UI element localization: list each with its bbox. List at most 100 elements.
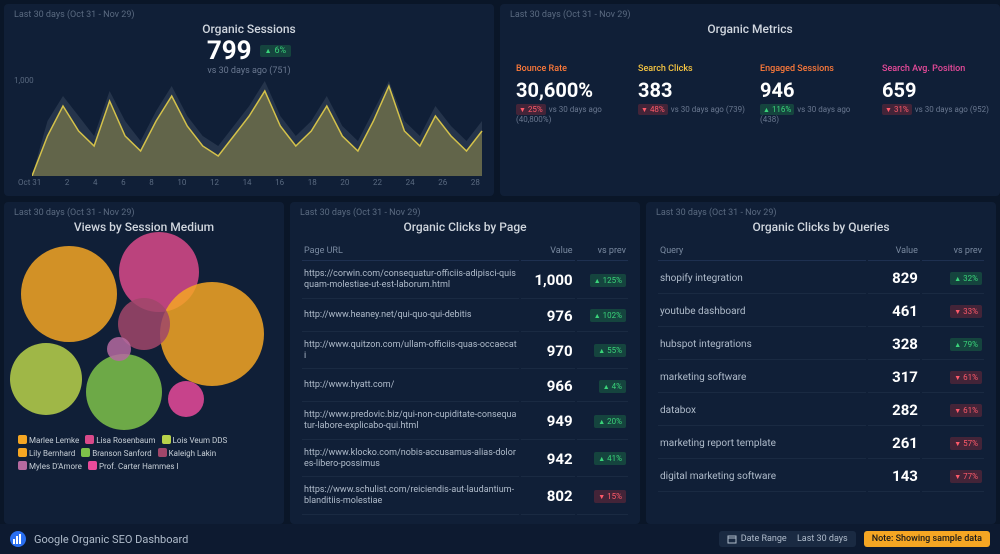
legend-item[interactable]: Lily Bernhard — [18, 447, 75, 460]
bubble-0[interactable] — [21, 246, 117, 342]
metric-label: Bounce Rate — [516, 64, 624, 74]
legend-item[interactable]: Myles D'Amore — [18, 460, 82, 473]
query-value: 282 — [868, 395, 920, 426]
page-url: https://www.schulist.com/reiciendis-aut-… — [302, 479, 519, 515]
date-range-label: Last 30 days (Oct 31 - Nov 29) — [510, 10, 990, 20]
table-row[interactable]: https://www.schulist.com/reiciendis-aut-… — [302, 479, 628, 515]
page-delta: 55% — [577, 334, 628, 370]
query-value: 143 — [868, 461, 920, 492]
sample-data-note: Note: Showing sample data — [864, 531, 990, 547]
query-delta: 61% — [922, 395, 984, 426]
page-value: 970 — [521, 334, 575, 370]
page-url: http://www.heaney.net/qui-quo-qui-debiti… — [302, 301, 519, 332]
legend-item[interactable]: Lisa Rosenbaum — [85, 434, 155, 447]
table-row[interactable]: http://www.heaney.net/qui-quo-qui-debiti… — [302, 301, 628, 332]
metric-3: Search Avg. Position659 31%vs 30 days ag… — [876, 64, 990, 124]
table-row[interactable]: http://www.quitzon.com/ullam-officiis-qu… — [302, 334, 628, 370]
query-text: digital marketing software — [658, 461, 866, 492]
page-delta: 102% — [577, 301, 628, 332]
legend-item[interactable]: Kaleigh Lakin — [158, 447, 216, 460]
page-delta: 41% — [577, 442, 628, 478]
metric-sub: 25%vs 30 days ago (40,800%) — [516, 104, 624, 124]
panel-views-by-medium: Last 30 days (Oct 31 - Nov 29) Views by … — [4, 202, 284, 524]
page-value: 976 — [521, 301, 575, 332]
query-text: databox — [658, 395, 866, 426]
legend-item[interactable]: Marlee Lemke — [18, 434, 79, 447]
page-value: 966 — [521, 371, 575, 402]
metric-sub: 31%vs 30 days ago (952) — [882, 104, 990, 115]
bubble-6[interactable] — [107, 337, 131, 361]
page-url: https://corwin.com/consequatur-officiis-… — [302, 263, 519, 299]
page-url: http://www.predovic.biz/qui-non-cupidita… — [302, 404, 519, 440]
query-delta: 57% — [922, 428, 984, 459]
metric-2: Engaged Sessions946 116%vs 30 days ago (… — [754, 64, 868, 124]
sessions-title: Organic Sessions — [14, 22, 484, 36]
footer: Google Organic SEO Dashboard Date Range … — [0, 524, 1000, 554]
table-row[interactable]: http://www.hyatt.com/966 4% — [302, 371, 628, 402]
legend-item[interactable]: Branson Sanford — [81, 447, 151, 460]
bubble-4[interactable] — [86, 354, 162, 430]
table-row[interactable]: digital marketing software143 77% — [658, 461, 984, 492]
page-value: 1,000 — [521, 263, 575, 299]
table-row[interactable]: marketing software317 61% — [658, 362, 984, 393]
date-range-label: Last 30 days (Oct 31 - Nov 29) — [14, 10, 484, 20]
bubble-7[interactable] — [168, 381, 204, 417]
panel-organic-sessions: Last 30 days (Oct 31 - Nov 29) Organic S… — [4, 4, 494, 196]
query-delta: 61% — [922, 362, 984, 393]
sessions-value: 799 — [207, 36, 252, 66]
table-row[interactable]: http://www.klocko.com/nobis-accusamus-al… — [302, 442, 628, 478]
bubble-chart — [14, 234, 274, 434]
query-delta: 77% — [922, 461, 984, 492]
date-range-label: Last 30 days (Oct 31 - Nov 29) — [656, 208, 986, 218]
metric-label: Search Avg. Position — [882, 64, 990, 74]
bubble-3[interactable] — [160, 282, 264, 386]
query-delta: 79% — [922, 329, 984, 360]
panel-clicks-by-page: Last 30 days (Oct 31 - Nov 29) Organic C… — [290, 202, 640, 524]
date-range-label: Last 30 days (Oct 31 - Nov 29) — [14, 208, 274, 218]
sessions-subtext: vs 30 days ago (751) — [14, 66, 484, 76]
cbq-title: Organic Clicks by Queries — [656, 220, 986, 234]
metric-value: 946 — [760, 78, 868, 102]
page-delta: 15% — [577, 479, 628, 515]
query-text: shopify integration — [658, 263, 866, 294]
page-url: http://www.klocko.com/nobis-accusamus-al… — [302, 442, 519, 478]
table-row[interactable]: hubspot integrations328 79% — [658, 329, 984, 360]
query-value: 328 — [868, 329, 920, 360]
legend-item[interactable]: Prof. Carter Hammes I — [88, 460, 179, 473]
table-row[interactable]: shopify integration829 32% — [658, 263, 984, 294]
sessions-x-axis: Oct 31246810121416182022242628 — [14, 178, 484, 187]
query-text: marketing report template — [658, 428, 866, 459]
table-row[interactable]: https://corwin.com/consequatur-officiis-… — [302, 263, 628, 299]
logo-icon — [10, 531, 26, 547]
metric-value: 30,600% — [516, 78, 624, 102]
table-row[interactable]: youtube dashboard461 33% — [658, 296, 984, 327]
metrics-title: Organic Metrics — [510, 22, 990, 36]
metric-1: Search Clicks383 48%vs 30 days ago (739) — [632, 64, 746, 124]
query-value: 261 — [868, 428, 920, 459]
table-row[interactable]: marketing report template261 57% — [658, 428, 984, 459]
calendar-icon — [727, 534, 737, 544]
query-delta: 33% — [922, 296, 984, 327]
bubble-legend: Marlee Lemke Lisa Rosenbaum Lois Veum DDS L… — [14, 434, 274, 473]
page-value: 949 — [521, 404, 575, 440]
page-delta: 4% — [577, 371, 628, 402]
panel-clicks-by-queries: Last 30 days (Oct 31 - Nov 29) Organic C… — [646, 202, 996, 524]
legend-item[interactable]: Lois Veum DDS — [162, 434, 228, 447]
clicks-by-queries-table: Query Value vs prev shopify integration8… — [656, 240, 986, 494]
page-url: http://www.quitzon.com/ullam-officiis-qu… — [302, 334, 519, 370]
footer-title: Google Organic SEO Dashboard — [34, 533, 188, 546]
panel-organic-metrics: Last 30 days (Oct 31 - Nov 29) Organic M… — [500, 4, 1000, 196]
page-delta: 125% — [577, 263, 628, 299]
query-text: youtube dashboard — [658, 296, 866, 327]
query-delta: 32% — [922, 263, 984, 294]
table-row[interactable]: databox282 61% — [658, 395, 984, 426]
table-row[interactable]: http://www.predovic.biz/qui-non-cupidita… — [302, 404, 628, 440]
metric-label: Search Clicks — [638, 64, 746, 74]
query-text: marketing software — [658, 362, 866, 393]
bubble-2[interactable] — [10, 343, 82, 415]
date-range-button[interactable]: Date Range Last 30 days — [719, 531, 856, 547]
cbp-title: Organic Clicks by Page — [300, 220, 630, 234]
query-value: 829 — [868, 263, 920, 294]
metric-label: Engaged Sessions — [760, 64, 868, 74]
date-range-label: Last 30 days (Oct 31 - Nov 29) — [300, 208, 630, 218]
